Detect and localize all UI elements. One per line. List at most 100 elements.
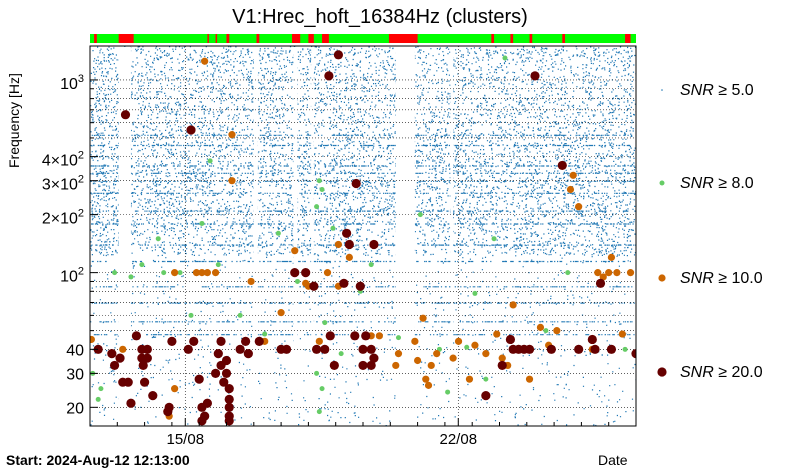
snr8-point: [316, 409, 322, 415]
snr10-point: [192, 269, 201, 277]
snr10-point: [392, 361, 400, 370]
snr8-point: [161, 270, 167, 276]
snr20-point: [131, 331, 142, 341]
snr10-point: [626, 269, 635, 277]
legend-label-snr10: SNR ≥ 10.0: [680, 270, 763, 287]
snr10-point: [498, 354, 506, 362]
snr20-point: [358, 344, 368, 354]
snr20-point: [194, 374, 204, 384]
legend-label-snr8: SNR ≥ 8.0: [680, 175, 754, 192]
snr10-point: [424, 381, 433, 389]
segment-off: [529, 34, 533, 43]
snr20-point: [595, 278, 606, 288]
snr20-points: [93, 50, 636, 426]
segment-off: [215, 34, 218, 43]
snr20-point: [497, 360, 507, 371]
snr8-point: [483, 376, 489, 382]
snr20-point: [311, 344, 322, 354]
snr10-point: [525, 375, 534, 383]
segment-off: [292, 34, 301, 43]
snr20-point: [587, 334, 597, 345]
segment-bar: [90, 34, 636, 43]
snr10-point: [433, 350, 441, 358]
snr10-point: [198, 269, 206, 277]
snr10-point: [345, 253, 353, 261]
snr20-point: [210, 368, 221, 378]
snr10-point: [291, 247, 299, 255]
snr8-point: [177, 270, 183, 276]
snr20-point: [329, 360, 339, 371]
snr20-point: [221, 368, 232, 378]
snr20-point: [224, 402, 234, 412]
snr20-point: [320, 344, 330, 354]
snr20-point: [189, 336, 199, 346]
snr10-point: [203, 269, 211, 277]
snr10-point: [90, 335, 95, 344]
snr20-point: [606, 344, 617, 354]
legend-marker-snr10: [658, 274, 666, 282]
snr8-point: [215, 262, 221, 268]
snr20-point: [342, 228, 352, 238]
snr20-point: [557, 160, 567, 171]
snr20-point: [325, 331, 335, 341]
snr20-point: [366, 344, 376, 354]
data-gaps: [118, 47, 454, 425]
snr8-point: [395, 335, 401, 341]
snr20-point: [123, 377, 133, 387]
snr8-point: [112, 270, 118, 276]
y-tick-label: 20: [66, 400, 84, 417]
snr8-point: [338, 351, 344, 357]
snr20-point: [142, 353, 152, 363]
snr8-point: [314, 204, 320, 210]
snr20-point: [366, 360, 376, 371]
segment-off: [256, 34, 260, 43]
snr10-point: [454, 337, 463, 345]
legend-label-snr5: SNR ≥ 5.0: [680, 82, 754, 99]
snr20-point: [148, 391, 158, 401]
snr20-point: [107, 349, 117, 359]
chart-title: V1:Hrec_hoft_16384Hz (clusters): [232, 6, 528, 28]
snr20-point: [120, 110, 131, 120]
snr20-point: [309, 281, 319, 291]
data-gap: [118, 47, 131, 425]
snr8-point: [472, 290, 478, 296]
x-axis-ticks: 15/08 22/08: [89, 418, 637, 448]
y-tick-label: 2×102: [42, 208, 84, 228]
snr20-point: [163, 407, 173, 417]
data-gap: [395, 47, 415, 425]
snr8-point: [95, 396, 101, 402]
snr10-point: [575, 203, 583, 211]
snr20-point: [505, 334, 516, 345]
snr20-point: [183, 344, 193, 354]
snr20-point: [281, 344, 292, 354]
snr8-point: [316, 178, 322, 184]
segment-off: [207, 34, 209, 43]
snr10-point: [618, 330, 626, 338]
snr20-point: [140, 377, 150, 387]
snr8-point: [319, 386, 325, 392]
snr20-point: [202, 398, 212, 408]
snr8-point: [98, 386, 104, 392]
snr10-point: [536, 323, 545, 331]
segment-off: [308, 34, 314, 43]
snr8-point: [275, 230, 281, 236]
snr10-point: [449, 354, 457, 362]
snr10-point: [482, 350, 490, 358]
snr8-point: [622, 346, 628, 352]
snr20-point: [546, 344, 556, 354]
snr10-point: [594, 269, 602, 277]
snr20-point: [186, 125, 196, 135]
snr8-point: [262, 331, 268, 337]
snr8-point: [139, 262, 145, 268]
snr20-point: [351, 178, 361, 189]
y-tick-label: 40: [66, 342, 84, 359]
snr10-point: [228, 131, 236, 139]
snr10-point: [599, 273, 607, 281]
snr8-point: [128, 274, 134, 280]
snr8-point: [294, 278, 300, 284]
snr8-point: [199, 220, 205, 226]
snr10-point: [465, 375, 474, 383]
legend-marker-snr5: [661, 89, 663, 91]
snr20-point: [481, 391, 491, 401]
segment-off: [491, 34, 495, 43]
